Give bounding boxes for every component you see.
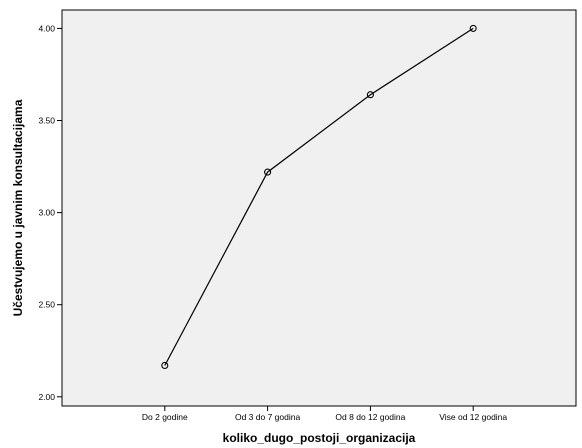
y-axis-ticks: 2.00 2.50 3.00 3.50 4.00: [38, 23, 62, 402]
series-line: [164, 27, 474, 366]
x-tick-label: Vise od 12 godina: [439, 412, 507, 422]
y-tick-label: 4.00: [38, 23, 55, 33]
data-point-marker: [366, 91, 374, 99]
x-tick-label: Do 2 godine: [142, 412, 188, 422]
data-point-marker: [161, 361, 169, 370]
y-tick-label: 2.50: [38, 300, 55, 310]
y-tick-label: 3.50: [38, 116, 55, 126]
y-tick-label: 2.00: [38, 392, 55, 402]
series-layer: [161, 24, 477, 370]
y-axis-title: Učestvujemo u javnim konsultacijama: [11, 99, 25, 316]
x-axis-title: koliko_dugo_postoji_organizacija: [223, 431, 416, 445]
x-axis-ticks: Do 2 godine Od 3 do 7 godina Od 8 do 12 go…: [142, 406, 507, 422]
plot-area: [61, 9, 577, 407]
x-tick-label: Od 8 do 12 godina: [335, 412, 405, 422]
data-point-marker: [469, 24, 477, 32]
y-tick-label: 3.00: [38, 208, 55, 218]
x-tick-label: Od 3 do 7 godina: [235, 412, 300, 422]
data-point-marker: [264, 168, 272, 176]
